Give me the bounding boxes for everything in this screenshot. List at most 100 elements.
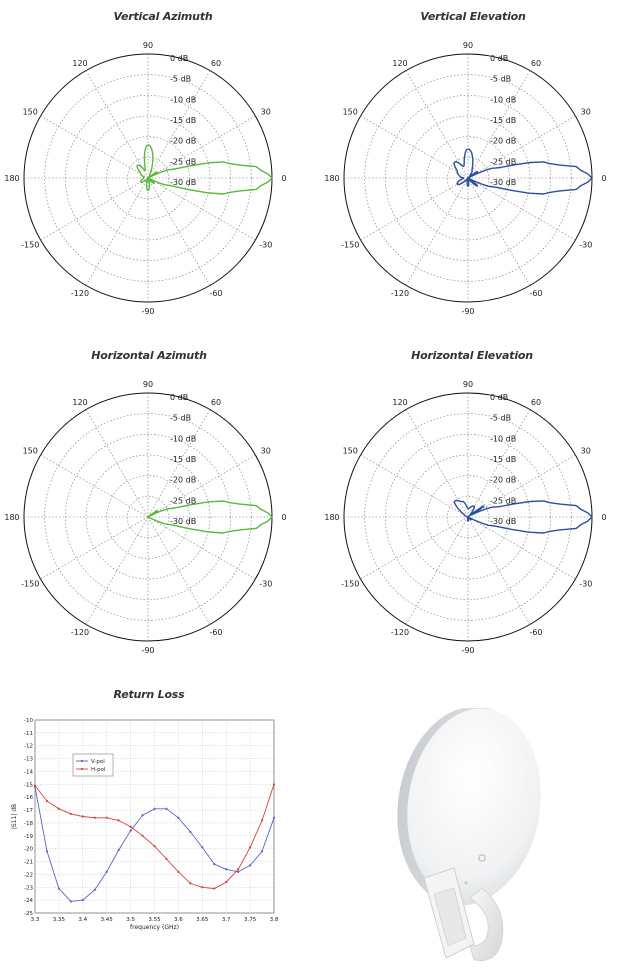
series-point bbox=[57, 887, 61, 890]
y-tick-label: -13 bbox=[24, 757, 33, 763]
polar-angle-label: 120 bbox=[72, 398, 87, 407]
x-tick-label: 3.6 bbox=[174, 917, 183, 923]
x-tick-label: 3.5 bbox=[126, 917, 135, 923]
series-point bbox=[93, 888, 96, 891]
polar-grid-spoke bbox=[147, 177, 211, 286]
polar-grid-ring bbox=[127, 496, 169, 538]
polar-angle-label: -30 bbox=[259, 580, 272, 589]
polar-grid-ring bbox=[85, 454, 211, 580]
polar-angle-label: -30 bbox=[579, 580, 592, 589]
legend-marker bbox=[80, 759, 84, 763]
mount-arm bbox=[469, 887, 504, 961]
polar-grid-ring bbox=[364, 413, 572, 621]
polar-grid-spoke bbox=[467, 115, 576, 179]
polar-angle-label: -60 bbox=[529, 628, 542, 637]
mount-bracket-inner bbox=[433, 887, 467, 947]
polar-angle-label: -150 bbox=[341, 580, 359, 589]
polar-angle-label: 120 bbox=[392, 59, 407, 68]
series-point bbox=[69, 900, 72, 903]
polar-angle-label: 60 bbox=[211, 398, 221, 407]
y-tick-label: -17 bbox=[24, 808, 33, 814]
polar-ring-label: -15 dB bbox=[490, 116, 516, 125]
polar-angle-label: 60 bbox=[531, 59, 541, 68]
polar-angle-label: 150 bbox=[23, 108, 38, 117]
polar-grid-spoke bbox=[85, 70, 149, 179]
series-point bbox=[165, 857, 168, 861]
series-point bbox=[105, 870, 108, 873]
polar-grid-spoke bbox=[147, 115, 256, 179]
polar-grid-spoke bbox=[40, 454, 149, 518]
return-loss-chart: 3.3 3.35 3.4 3.45 3.5 3.55 3.6 3.65 3.7 3.75 3.8 -1… bbox=[11, 718, 279, 931]
polar-ring-label: -10 dB bbox=[170, 95, 196, 104]
y-tick-label: -16 bbox=[24, 795, 33, 801]
antenna-pattern-curve bbox=[136, 144, 273, 195]
antenna-pattern-curve bbox=[453, 499, 593, 534]
y-tick-label: -11 bbox=[24, 731, 33, 737]
chart-title: Vertical Azimuth bbox=[113, 10, 213, 23]
polar-ring-label: -15 dB bbox=[490, 455, 516, 464]
polar-angle-label: 60 bbox=[211, 59, 221, 68]
series-point bbox=[237, 870, 240, 873]
logo-mark bbox=[478, 854, 486, 862]
polar-grid-ring bbox=[385, 95, 551, 261]
x-tick-label: 3.75 bbox=[244, 917, 257, 923]
polar-grid-ring bbox=[405, 115, 531, 241]
x-tick-label: 3.45 bbox=[101, 917, 114, 923]
series-point bbox=[141, 834, 144, 837]
polar-grid-spoke bbox=[360, 177, 469, 241]
series-point bbox=[272, 783, 276, 786]
polar-angle-label: 0 bbox=[281, 174, 286, 183]
polar-angle-label: 180 bbox=[4, 174, 19, 183]
y-tick-label: -22 bbox=[24, 872, 33, 878]
polar-grid-ring bbox=[85, 115, 211, 241]
polar-grid-spoke bbox=[467, 177, 531, 286]
polar-angle-label: 180 bbox=[324, 174, 339, 183]
polar-grid-spoke bbox=[360, 516, 469, 580]
polar-ring-label: -20 dB bbox=[490, 137, 516, 146]
polar-angle-label: -120 bbox=[71, 289, 89, 298]
polar-angle-label: 30 bbox=[261, 447, 271, 456]
polar-grid-spoke bbox=[360, 454, 469, 518]
chart-title: Horizontal Elevation bbox=[411, 349, 533, 362]
y-tick-label: -10 bbox=[24, 718, 33, 724]
series-point bbox=[45, 799, 49, 803]
legend-box bbox=[72, 753, 114, 777]
polar-angle-label: 180 bbox=[4, 513, 19, 522]
polar-grid-spoke bbox=[467, 516, 531, 625]
series-point bbox=[189, 882, 192, 885]
polar-angle-label: -120 bbox=[391, 628, 409, 637]
series-point bbox=[177, 870, 180, 873]
polar-grid-spoke bbox=[85, 409, 149, 518]
polar-angle-label: -150 bbox=[21, 580, 39, 589]
polar-chart-horizontal-azimuth: 90 60 30 0 -30 -60 -90 -120 -150 180 150 120 0 dB -5 … bbox=[4, 380, 286, 655]
dish-face bbox=[407, 708, 541, 902]
legend-label: V-pol bbox=[91, 759, 105, 765]
polar-grid-ring bbox=[65, 434, 231, 600]
polar-angle-label: 0 bbox=[601, 513, 606, 522]
x-tick-label: 3.8 bbox=[270, 917, 279, 923]
series-point bbox=[201, 886, 204, 889]
polar-ring-label: -30 dB bbox=[170, 178, 196, 187]
polar-ring-label: -15 dB bbox=[170, 116, 196, 125]
polar-angle-label: 90 bbox=[463, 380, 473, 389]
y-tick-label: -12 bbox=[24, 744, 33, 750]
polar-angle-label: 120 bbox=[392, 398, 407, 407]
x-axis-label: frequency (GHz) bbox=[130, 924, 179, 931]
series-point bbox=[249, 864, 252, 867]
polar-chart-horizontal-elevation: 90 60 30 0 -30 -60 -90 -120 -150 180 150 120 0 dB -5 … bbox=[324, 380, 606, 655]
polar-ring-label: -5 dB bbox=[490, 75, 511, 84]
y-tick-label: -14 bbox=[24, 769, 33, 775]
polar-grid-ring bbox=[405, 454, 531, 580]
polar-ring-label: 0 dB bbox=[170, 54, 188, 63]
polar-ring-label: 0 dB bbox=[490, 393, 508, 402]
polar-chart-vertical-elevation: 90 60 30 0 -30 -60 -90 -120 -150 180 150 120 0 dB -5 … bbox=[324, 41, 606, 316]
polar-grid-spoke bbox=[360, 115, 469, 179]
y-tick-label: -15 bbox=[24, 782, 33, 788]
polar-angle-label: 90 bbox=[143, 380, 153, 389]
series-point bbox=[57, 807, 61, 810]
polar-ring-label: -20 dB bbox=[490, 476, 516, 485]
polar-ring-label: -25 dB bbox=[490, 157, 516, 166]
polar-grid-spoke bbox=[147, 516, 211, 625]
polar-angle-label: 0 bbox=[281, 513, 286, 522]
polar-grid-spoke bbox=[405, 70, 469, 179]
